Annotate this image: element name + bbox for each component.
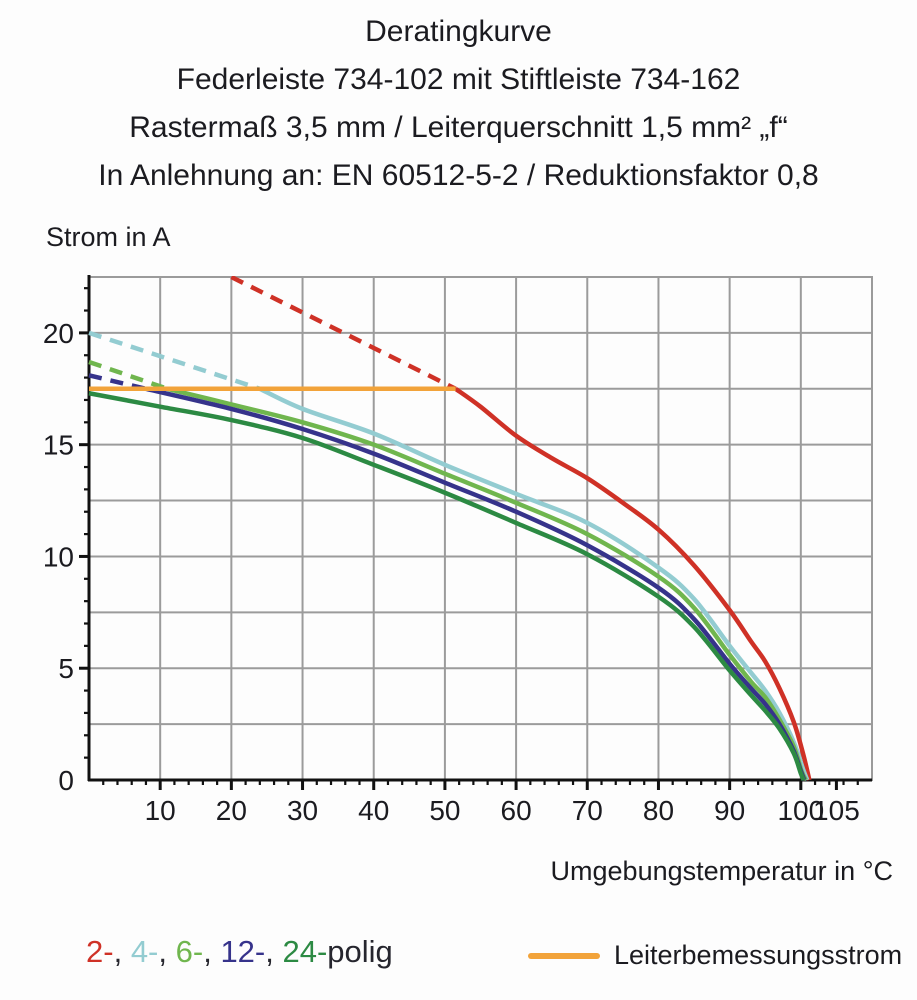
x-tick-label: 20 xyxy=(216,795,247,826)
series-6-polig-dashed xyxy=(88,359,169,391)
y-tick-label: 15 xyxy=(43,430,74,461)
x-tick-label: 70 xyxy=(572,795,603,826)
chart-title: Deratingkurve xyxy=(365,15,552,48)
x-tick-label: 60 xyxy=(501,795,532,826)
rated-current-label: Leiterbemessungsstrom xyxy=(614,940,903,970)
x-tick-label: 80 xyxy=(643,795,674,826)
legend-pole-counts: 2-, 4-, 6-, 12-, 24-polig xyxy=(86,934,393,970)
series-4-polig xyxy=(258,386,810,781)
chart-subtitle-norm: In Anlehnung an: EN 60512-5-2 / Reduktio… xyxy=(98,159,819,192)
grid xyxy=(88,276,873,781)
x-axis-title: Umgebungstemperatur in °C xyxy=(550,856,893,886)
title-block: Deratingkurve Federleiste 734-102 mit St… xyxy=(0,8,917,200)
chart-subtitle-product: Federleiste 734-102 mit Stiftleiste 734-… xyxy=(176,63,741,96)
y-axis-title: Strom in A xyxy=(46,222,171,252)
chart-subtitle-spec: Rastermaß 3,5 mm / Leiterquerschnitt 1,5… xyxy=(129,111,788,144)
series-2-polig xyxy=(454,386,812,781)
x-tick-label: 100 xyxy=(777,795,824,826)
legend-separator: , xyxy=(203,934,221,969)
plot-border xyxy=(88,276,873,781)
x-tick-label: 40 xyxy=(358,795,389,826)
rated-current-line-swatch xyxy=(528,952,600,959)
legend-item-12polig: 12- xyxy=(220,934,266,969)
x-tick-label: 30 xyxy=(287,795,318,826)
legend-separator: , xyxy=(113,934,131,969)
x-tick-label: 50 xyxy=(429,795,460,826)
legend-item-4polig: 4- xyxy=(130,934,159,969)
y-tick-label: 20 xyxy=(43,318,74,349)
y-tick-label: 0 xyxy=(58,765,74,796)
series-4-polig-dashed xyxy=(88,330,261,391)
series-12-polig xyxy=(145,386,807,781)
legend-suffix: polig xyxy=(327,934,393,969)
y-tick-label: 10 xyxy=(43,541,74,572)
series-2-polig-dashed xyxy=(230,276,457,391)
series-24-polig xyxy=(88,391,806,781)
x-tick-label: 10 xyxy=(145,795,176,826)
legend-item-6polig: 6- xyxy=(175,934,204,969)
series-curves xyxy=(88,276,812,781)
legend-separator: , xyxy=(158,934,176,969)
legend-item-2polig: 2- xyxy=(86,934,114,969)
x-tick-label: 105 xyxy=(813,795,860,826)
y-tick-label: 5 xyxy=(58,653,74,684)
legend-rated-current: Leiterbemessungsstrom xyxy=(528,940,902,971)
x-tick-label: 90 xyxy=(714,795,745,826)
axes xyxy=(79,275,872,790)
legend-item-24polig: 24- xyxy=(282,934,328,969)
legend-separator: , xyxy=(265,934,283,969)
